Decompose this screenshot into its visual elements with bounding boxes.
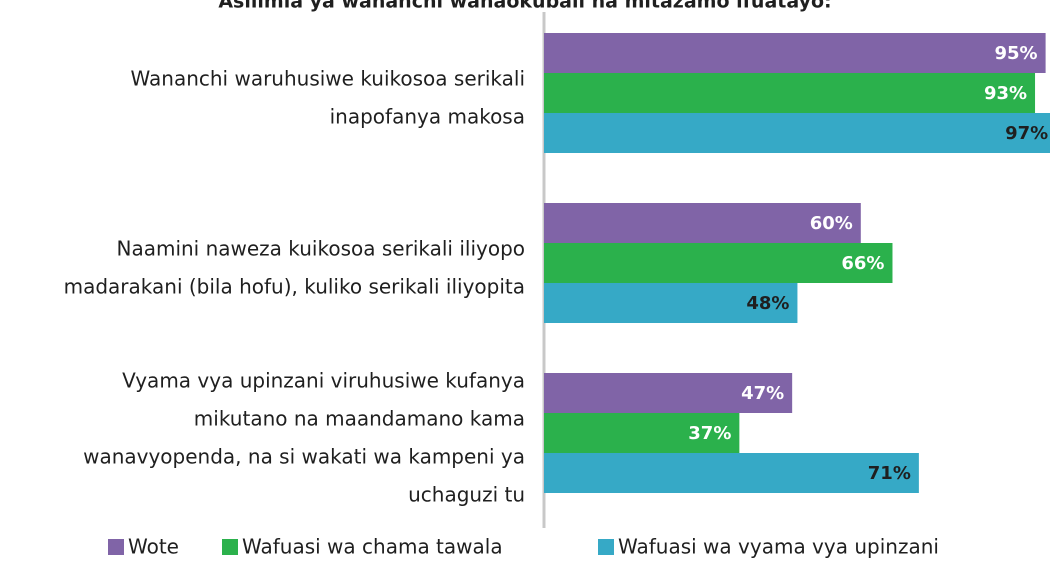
legend-label: Wote [128,535,179,559]
category-label: Naamini naweza kuikosoa serikali iliyopo [116,237,525,261]
bar [544,283,798,323]
value-label: 47% [741,383,784,404]
legend-swatch [108,539,124,555]
category-label: madarakani (bila hofu), kuliko serikali … [64,275,525,299]
category-label: wanavyopenda, na si wakati wa kampeni ya [83,445,525,469]
value-label: 93% [984,83,1027,104]
legend-swatch [222,539,238,555]
bar [544,73,1036,113]
category-label: Wananchi waruhusiwe kuikosoa serikali [131,67,525,91]
value-label: 48% [746,293,789,314]
bar [544,113,1050,153]
bar [544,413,740,453]
bar [544,33,1046,73]
value-label: 66% [841,253,884,274]
category-label: Vyama vya upinzani viruhusiwe kufanya [122,369,525,393]
bar [544,203,861,243]
value-label: 95% [995,43,1038,64]
category-label: mikutano na maandamano kama [194,407,525,431]
value-label: 97% [1005,123,1048,144]
legend-label: Wafuasi wa vyama vya upinzani [618,535,939,559]
bar [544,243,893,283]
value-label: 37% [688,423,731,444]
value-label: 71% [868,463,911,484]
legend-swatch [598,539,614,555]
bar [544,373,793,413]
value-label: 60% [810,213,853,234]
category-label: uchaguzi tu [408,483,525,507]
legend-label: Wafuasi wa chama tawala [242,535,503,559]
bar [544,453,919,493]
category-label: inapofanya makosa [330,105,525,129]
chart-title: Asilimia ya wananchi wanaokubali na mita… [218,0,831,13]
